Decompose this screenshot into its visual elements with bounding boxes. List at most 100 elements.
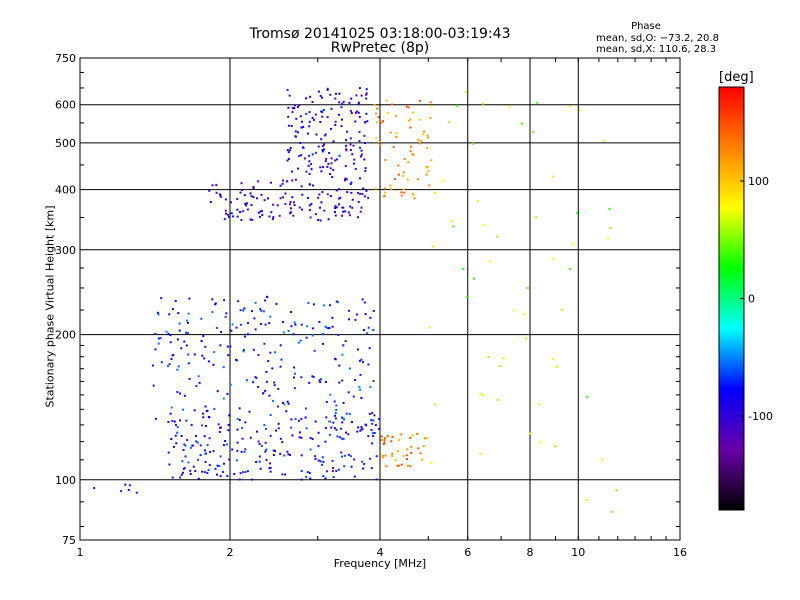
echo-point [335,409,338,411]
echo-point [345,148,348,151]
echo-point [420,140,423,142]
echo-point [298,155,301,157]
echo-point [227,354,230,357]
echo-point [324,325,327,328]
echo-point [244,448,247,451]
echo-point [311,375,314,378]
echo-point [426,147,428,150]
echo-point [296,106,299,108]
echo-point [212,450,215,453]
echo-point [282,331,285,334]
echo-point [307,196,309,199]
echo-point [495,235,498,238]
echo-point [312,376,315,378]
echo-point [186,439,189,441]
echo-point [333,427,336,430]
echo-point [224,198,227,201]
echo-point [344,210,347,213]
echo-point [179,392,181,395]
echo-point [154,348,157,351]
echo-point [195,385,198,388]
echo-point [299,115,302,118]
echo-point [187,362,190,365]
y-tick-label: 200 [55,329,76,342]
echo-point [321,333,324,336]
echo-point [216,390,219,393]
echo-point [257,354,260,357]
echo-point [281,182,284,185]
echo-point [327,162,330,165]
echo-point [175,442,178,445]
echo-point [308,111,311,114]
echo-point [184,444,187,447]
echo-point [157,313,160,316]
echo-point [297,341,300,344]
echo-point [269,351,272,354]
echo-point [212,363,215,366]
echo-point [169,334,172,337]
echo-point [351,153,354,156]
echo-point [308,471,311,474]
echo-point [181,460,184,463]
echo-point [341,379,344,382]
echo-point [219,193,221,196]
echo-point [384,159,387,161]
x-tick-label: 10 [571,546,585,559]
echo-point [300,417,303,420]
echo-point [216,464,219,467]
echo-point [284,192,287,195]
echo-point [168,313,171,316]
echo-point [244,335,247,338]
echo-point [260,323,262,326]
echo-point [552,358,554,360]
echo-point [291,111,294,114]
echo-point [343,465,346,468]
echo-point [160,361,163,364]
echo-point [259,308,262,310]
echo-point [186,319,188,322]
echo-point [373,431,376,434]
echo-point [243,450,246,453]
echo-point [337,188,340,191]
echo-point [380,121,383,124]
echo-point [281,441,284,444]
echo-point [293,387,296,390]
echo-point [359,429,362,432]
echo-point [417,138,420,141]
echo-point [231,448,234,451]
echo-point [332,168,335,171]
echo-point [354,318,357,321]
echo-point [535,216,538,219]
echo-point [397,464,400,467]
echo-point [349,149,352,151]
echo-point [372,380,375,382]
echo-point [407,106,410,109]
echo-point [356,348,359,351]
echo-point [298,431,301,434]
echo-point [309,436,312,439]
echo-point [190,423,193,426]
echo-point [476,200,479,203]
echo-point [407,464,409,467]
echo-point [308,120,311,123]
echo-point [127,488,130,491]
echo-point [274,450,276,452]
echo-point [93,487,96,490]
echo-point [276,405,279,408]
echo-point [334,214,337,217]
echo-point [332,476,335,479]
echo-point [323,148,326,151]
echo-point [309,95,312,98]
echo-point [277,387,280,390]
echo-point [349,455,352,458]
echo-point [268,394,271,397]
echo-point [183,443,186,446]
echo-point [250,204,253,206]
echo-point [308,381,311,384]
echo-point [419,452,422,455]
echo-point [299,339,302,342]
echo-point [226,392,229,395]
echo-point [358,87,361,90]
echo-point [334,417,337,420]
echo-point [447,121,450,124]
